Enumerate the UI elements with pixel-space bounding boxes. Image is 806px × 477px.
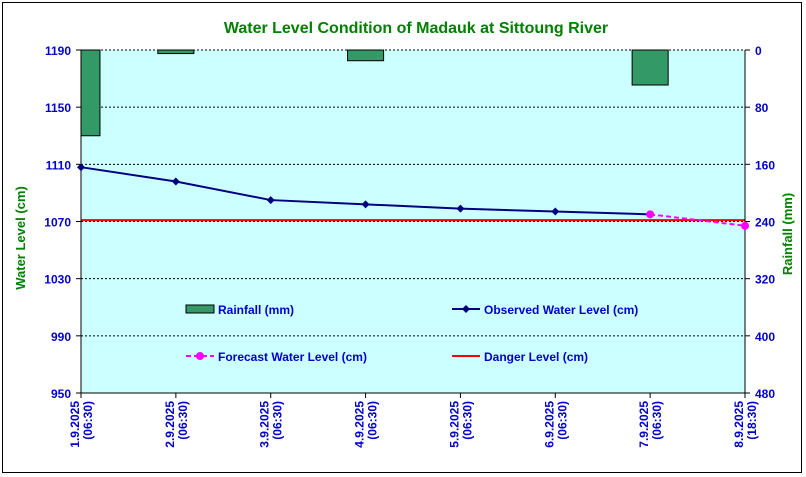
observed-point xyxy=(361,200,370,209)
x-tick-label-time: (06:30) xyxy=(366,401,380,440)
x-tick-label-time: (06:30) xyxy=(555,401,569,440)
x-tick-label-date: 1.9.2025 xyxy=(68,401,82,448)
legend-observed-label: Observed Water Level (cm) xyxy=(484,303,638,317)
legend-observed-marker xyxy=(462,305,470,313)
x-tick-label-time: (18:30) xyxy=(745,401,759,440)
chart-title: Water Level Condition of Madauk at Sitto… xyxy=(224,20,608,37)
y-tick-label: 1030 xyxy=(44,273,71,287)
y2-tick-label: 0 xyxy=(755,44,762,58)
legend-forecast-label: Forecast Water Level (cm) xyxy=(218,350,367,364)
x-tick-label-time: (06:30) xyxy=(460,401,474,440)
observed-point xyxy=(456,204,465,213)
x-tick-label-date: 6.9.2025 xyxy=(542,401,556,448)
legend-forecast-marker xyxy=(196,352,204,360)
y2-axis-label: Rainfall (mm) xyxy=(780,193,795,275)
x-tick-label-time: (06:30) xyxy=(81,401,95,440)
x-tick-label-time: (06:30) xyxy=(650,401,664,440)
y2-tick-label: 240 xyxy=(755,216,775,230)
forecast-point xyxy=(741,221,749,230)
x-tick-label-date: 7.9.2025 xyxy=(637,401,651,448)
y-axis-label: Water Level (cm) xyxy=(13,186,28,290)
observed-point xyxy=(77,163,85,172)
x-tick-label-time: (06:30) xyxy=(176,401,190,440)
legend-danger-label: Danger Level (cm) xyxy=(484,350,588,364)
y2-tick-label: 480 xyxy=(755,387,775,401)
y2-tick-label: 160 xyxy=(755,158,775,172)
rainfall-bar xyxy=(631,49,669,86)
legend-rainfall-label: Rainfall (mm) xyxy=(218,303,294,317)
y-tick-label: 950 xyxy=(51,387,71,401)
x-tick-label-date: 3.9.2025 xyxy=(258,401,272,448)
rainfall-bar xyxy=(347,49,385,62)
y-tick-label: 1150 xyxy=(45,101,71,115)
y-tick-label: 990 xyxy=(51,330,71,344)
rainfall-bar xyxy=(157,49,195,55)
x-tick-label-date: 4.9.2025 xyxy=(353,401,367,448)
x-tick-label-date: 2.9.2025 xyxy=(163,401,177,448)
x-tick-label-date: 8.9.2025 xyxy=(732,401,746,448)
forecast-point xyxy=(646,210,655,219)
observed-point xyxy=(171,177,180,186)
observed-point xyxy=(551,207,560,216)
y-tick-label: 1190 xyxy=(45,44,71,58)
x-tick-label-date: 5.9.2025 xyxy=(447,401,461,448)
y2-tick-label: 80 xyxy=(755,101,769,115)
legend-rainfall-swatch xyxy=(185,304,215,314)
y2-tick-label: 320 xyxy=(755,273,775,287)
observed-point xyxy=(266,196,275,205)
y-tick-label: 1110 xyxy=(46,158,72,172)
x-tick-label-time: (06:30) xyxy=(271,401,285,440)
y-tick-label: 1070 xyxy=(44,216,71,230)
rainfall-bar xyxy=(80,49,101,137)
y2-tick-label: 400 xyxy=(755,330,775,344)
